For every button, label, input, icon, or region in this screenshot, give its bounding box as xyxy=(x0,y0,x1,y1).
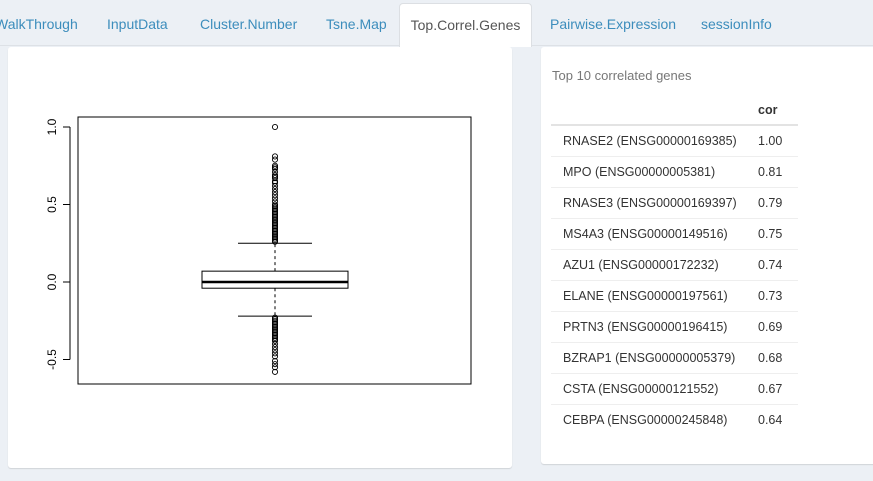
table-row: BZRAP1 (ENSG00000005379) 0.68 xyxy=(551,342,798,374)
outlier-point xyxy=(271,195,279,202)
outlier-points xyxy=(271,123,279,375)
box xyxy=(201,242,349,317)
header-cor: cor xyxy=(752,96,798,126)
cor-cell: 0.73 xyxy=(752,280,798,312)
tab-tsne-map[interactable]: Tsne.Map xyxy=(326,16,387,32)
y-tick-label: 1.0 xyxy=(45,118,59,135)
cor-cell: 0.67 xyxy=(752,373,798,405)
outlier-point xyxy=(271,165,279,172)
outlier-point xyxy=(271,357,279,365)
outlier-point xyxy=(271,192,279,199)
outlier-point xyxy=(271,185,279,193)
table-row: CEBPA (ENSG00000245848) 0.64 xyxy=(551,404,798,435)
plot-frame xyxy=(77,116,472,385)
outlier-point xyxy=(271,123,279,131)
tab-cluster-number[interactable]: Cluster.Number xyxy=(200,16,298,32)
gene-cell: AZU1 (ENSG00000172232) xyxy=(551,249,752,281)
gene-cell: RNASE3 (ENSG00000169397) xyxy=(551,187,752,219)
gene-cell: PRTN3 (ENSG00000196415) xyxy=(551,311,752,343)
tab-walkthrough[interactable]: WalkThrough xyxy=(0,16,78,32)
table-row: AZU1 (ENSG00000172232) 0.74 xyxy=(551,249,798,281)
cor-cell: 0.75 xyxy=(752,218,798,250)
tab-bar: WalkThrough InputData Cluster.Number Tsn… xyxy=(0,0,873,47)
outlier-point xyxy=(271,189,279,196)
gene-cell: CSTA (ENSG00000121552) xyxy=(551,373,752,405)
outlier-point xyxy=(271,353,279,360)
table-row: MPO (ENSG00000005381) 0.81 xyxy=(551,156,798,188)
boxplot-panel: -0.5 0.0 0.5 1.0 xyxy=(8,47,512,468)
gene-cell: BZRAP1 (ENSG00000005379) xyxy=(551,342,752,374)
table-row: MS4A3 (ENSG00000149516) 0.75 xyxy=(551,218,798,250)
y-tick-label: 0.5 xyxy=(45,196,59,213)
table-caption: Top 10 correlated genes xyxy=(552,68,692,83)
cor-cell: 0.64 xyxy=(752,404,798,435)
cor-cell: 0.69 xyxy=(752,311,798,343)
outlier-point xyxy=(271,361,279,368)
table-row: RNASE2 (ENSG00000169385) 1.00 xyxy=(551,124,798,157)
y-tick-label: -0.5 xyxy=(45,349,59,370)
table-row: PRTN3 (ENSG00000196415) 0.69 xyxy=(551,311,798,343)
table-body: RNASE2 (ENSG00000169385) 1.00 MPO (ENSG000… xyxy=(551,124,798,435)
outlier-point xyxy=(271,198,279,205)
gene-cell: RNASE2 (ENSG00000169385) xyxy=(551,124,752,157)
table-row: ELANE (ENSG00000197561) 0.73 xyxy=(551,280,798,312)
tab-sessioninfo[interactable]: sessionInfo xyxy=(701,16,772,32)
outlier-point xyxy=(271,347,279,354)
tab-pairwise-expression[interactable]: Pairwise.Expression xyxy=(550,16,677,32)
correlation-boxplot: -0.5 0.0 0.5 1.0 xyxy=(45,116,472,385)
outlier-point xyxy=(271,368,279,375)
cor-cell: 0.74 xyxy=(752,249,798,281)
outlier-point xyxy=(271,175,279,182)
gene-cell: MPO (ENSG00000005381) xyxy=(551,156,752,188)
table-row: CSTA (ENSG00000121552) 0.67 xyxy=(551,373,798,405)
table-header-row: cor xyxy=(551,96,798,126)
outlier-point xyxy=(271,340,279,348)
correlation-table-panel: Top 10 correlated genes cor RNASE2 (ENSG… xyxy=(541,47,873,464)
outlier-point xyxy=(271,156,279,163)
outlier-point xyxy=(271,364,279,371)
y-axis: -0.5 0.0 0.5 1.0 xyxy=(45,118,71,370)
outlier-point xyxy=(271,344,279,351)
cor-cell: 0.79 xyxy=(752,187,798,219)
cor-cell: 1.00 xyxy=(752,124,798,157)
iqr-box xyxy=(201,270,349,289)
outlier-point xyxy=(271,350,279,357)
outlier-point xyxy=(271,238,279,245)
gene-cell: CEBPA (ENSG00000245848) xyxy=(551,404,752,435)
cor-cell: 0.81 xyxy=(752,156,798,188)
gene-cell: ELANE (ENSG00000197561) xyxy=(551,280,752,312)
outlier-point xyxy=(271,179,279,186)
outlier-point xyxy=(271,168,279,175)
outlier-point xyxy=(271,337,279,344)
outlier-point xyxy=(271,153,279,160)
y-tick-label: 0.0 xyxy=(45,273,59,290)
tab-inputdata[interactable]: InputData xyxy=(107,16,168,32)
header-gene xyxy=(551,96,752,126)
cor-cell: 0.68 xyxy=(752,342,798,374)
gene-cell: MS4A3 (ENSG00000149516) xyxy=(551,218,752,250)
tab-top-correl-genes[interactable]: Top.Correl.Genes xyxy=(399,3,532,47)
table-row: RNASE3 (ENSG00000169397) 0.79 xyxy=(551,187,798,219)
correlation-table: cor RNASE2 (ENSG00000169385) 1.00 MPO (ENS… xyxy=(551,96,798,435)
outlier-point xyxy=(271,182,279,189)
